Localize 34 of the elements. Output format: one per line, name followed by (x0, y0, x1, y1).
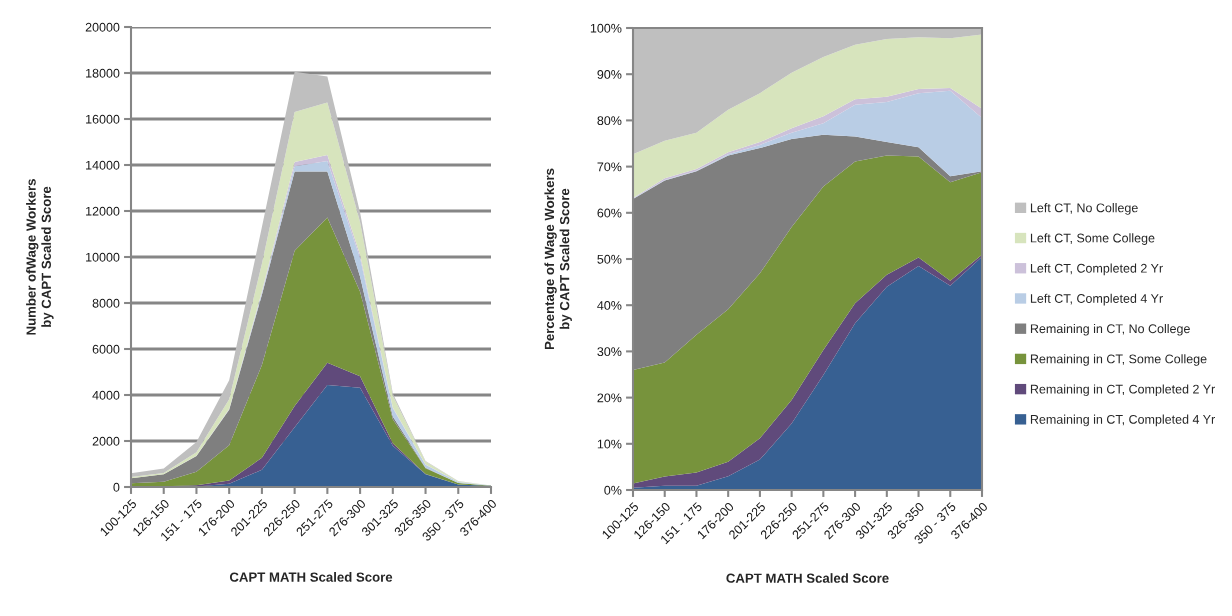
y-tick-label: 10000 (86, 252, 120, 262)
y-tick-label: 40% (597, 301, 622, 310)
y-tick-label: 6000 (92, 344, 120, 354)
y-tick-label: 90% (597, 70, 622, 79)
legend-label: Remaining in CT, Some College (1030, 354, 1207, 366)
y-tick-label: 80% (597, 116, 622, 126)
y-tick-label: 70% (597, 162, 622, 172)
legend-label: Left CT, Completed 2 Yr (1030, 263, 1163, 276)
legend-label: Remaining in CT, Completed 2 Yr (1030, 384, 1215, 397)
y-tick-label: 12000 (86, 206, 120, 216)
y-axis-title: Number ofWage Workers by CAPT Scaled Score (26, 179, 54, 335)
x-axis-title: CAPT MATH Scaled Score (726, 573, 889, 583)
y-axis-title: Percentage of Wage Workers by CAPT Scaled Score (544, 168, 572, 350)
y-tick-label: 100% (590, 23, 622, 33)
y-tick-label: 14000 (86, 160, 120, 170)
legend-label: Left CT, Some College (1030, 233, 1155, 245)
y-tick-label: 60% (597, 208, 622, 218)
y-tick-label: 8000 (92, 298, 120, 308)
y-tick-label: 50% (597, 254, 622, 264)
y-tick-label: 20000 (85, 22, 120, 32)
y-tick-label: 16000 (86, 114, 120, 124)
legend-label: Remaining in CT, Completed 4 Yr (1030, 414, 1215, 427)
y-tick-label: 0 (113, 482, 120, 492)
y-tick-label: 2000 (92, 436, 120, 446)
legend-label: Remaining in CT, No College (1030, 323, 1190, 336)
y-tick-label: 10% (597, 439, 622, 449)
y-tick-label: 0% (604, 485, 622, 495)
y-tick-label: 18000 (86, 68, 120, 78)
x-axis-title: CAPT MATH Scaled Score (229, 572, 393, 582)
y-tick-label: 4000 (92, 390, 120, 400)
y-tick-label: 20% (597, 393, 622, 403)
y-tick-label: 30% (597, 347, 622, 357)
legend-label: Left CT, Completed 4 Yr (1030, 293, 1163, 306)
legend-label: Left CT, No College (1030, 203, 1138, 215)
